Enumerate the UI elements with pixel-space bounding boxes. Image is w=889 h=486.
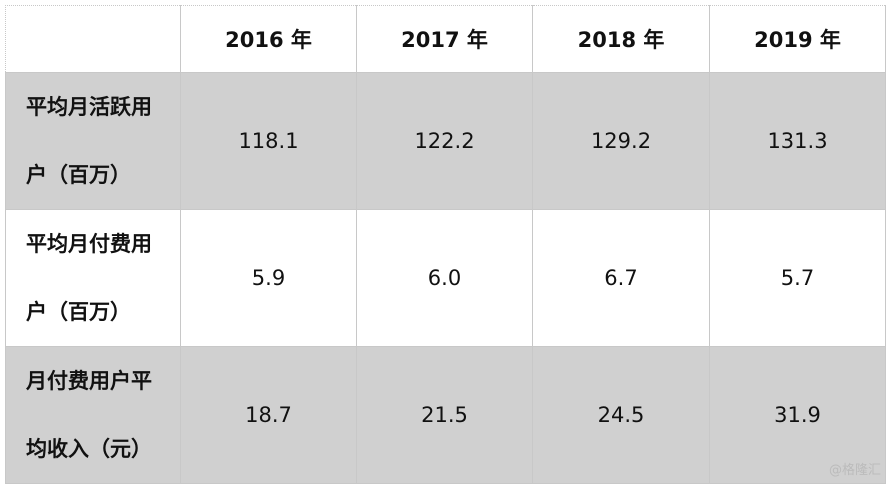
row-label: 平均月活跃用户（百万）: [5, 72, 181, 210]
value-cell: 131.3: [709, 72, 886, 210]
value-cell: 5.9: [180, 209, 357, 347]
row-label: 月付费用户平均收入（元）: [5, 346, 181, 484]
data-table: 2016 年 2017 年 2018 年 2019 年平均月活跃用户（百万） 118.1…: [5, 5, 886, 484]
value-cell: 118.1: [180, 72, 357, 210]
watermark: @格隆汇: [828, 463, 881, 478]
value-cell: 21.5: [356, 346, 533, 484]
table-row: 平均月付费用户（百万） 5.9 6.0 6.7 5.7: [5, 209, 886, 347]
table-body: 2016 年 2017 年 2018 年 2019 年平均月活跃用户（百万） 118.1…: [5, 5, 886, 484]
value-cell: 6.7: [532, 209, 710, 347]
value-cell: 24.5: [532, 346, 710, 484]
header-cell: 2017 年: [356, 5, 533, 73]
value-cell: 18.7: [180, 346, 357, 484]
table-row: 月付费用户平均收入（元） 18.7 21.5 24.5 31.9: [5, 346, 886, 484]
row-label: 平均月付费用户（百万）: [5, 209, 181, 347]
table-row: 平均月活跃用户（百万） 118.1 122.2 129.2 131.3: [5, 72, 886, 210]
value-cell: 5.7: [709, 209, 886, 347]
header-cell: 2016 年: [180, 5, 357, 73]
header-cell: 2018 年: [532, 5, 710, 73]
value-cell: 129.2: [532, 72, 710, 210]
header-row: 2016 年 2017 年 2018 年 2019 年: [5, 5, 886, 73]
value-cell: 6.0: [356, 209, 533, 347]
header-cell: 2019 年: [709, 5, 886, 73]
value-cell: 31.9: [709, 346, 886, 484]
value-cell: 122.2: [356, 72, 533, 210]
corner-cell: [5, 5, 181, 73]
